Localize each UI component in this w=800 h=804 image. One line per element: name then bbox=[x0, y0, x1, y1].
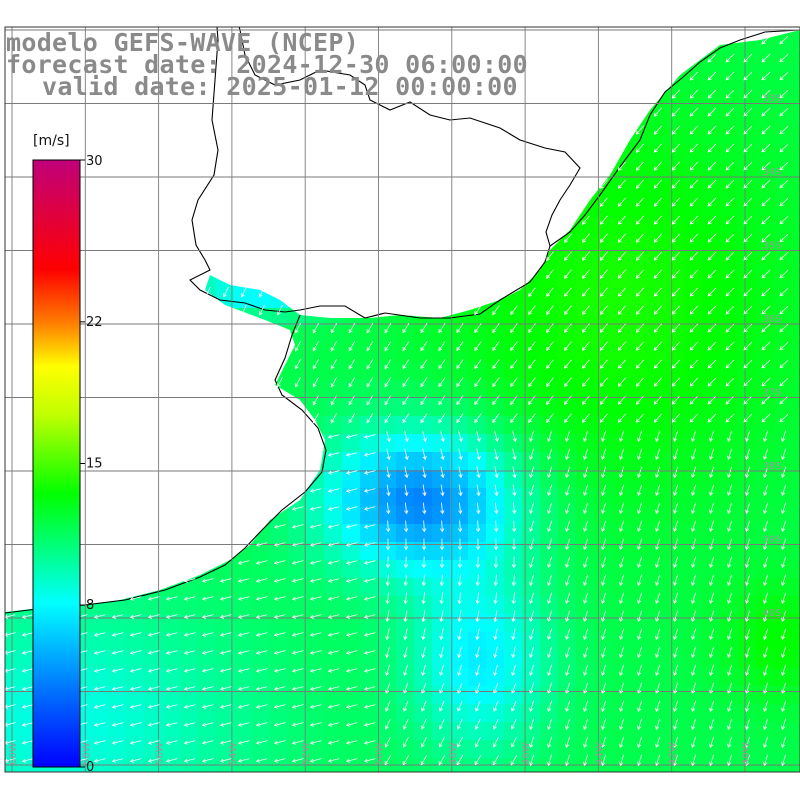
lon-label: 44W bbox=[594, 742, 605, 765]
colorbar-tick-label: 0 bbox=[86, 760, 94, 775]
lon-label: 52W bbox=[301, 742, 312, 765]
colorbar-tick-label: 30 bbox=[86, 154, 103, 169]
colorbar-tick-label: 15 bbox=[86, 457, 103, 472]
lon-label: 56W bbox=[155, 742, 166, 765]
lon-label: 60W bbox=[8, 742, 19, 765]
lat-label: 37S bbox=[762, 388, 781, 399]
colorbar-unit-label: [m/s] bbox=[33, 133, 70, 149]
lon-label: 50W bbox=[375, 742, 386, 765]
lon-label: 54W bbox=[228, 742, 239, 765]
lat-label: 33S bbox=[762, 94, 781, 105]
lat-label: 38S bbox=[762, 461, 781, 472]
lon-label: 48W bbox=[448, 742, 459, 765]
lat-label: 34S bbox=[762, 167, 781, 178]
lon-label: 40W bbox=[741, 742, 752, 765]
lat-label: 35S bbox=[762, 241, 781, 252]
colorbar-tick-label: 8 bbox=[86, 598, 94, 613]
colorbar-tick-label: 22 bbox=[86, 315, 103, 330]
lat-label: 36S bbox=[762, 314, 781, 325]
lon-label: 42W bbox=[668, 742, 679, 765]
lon-label: 46W bbox=[521, 742, 532, 765]
title-valid-date: valid date: 2025-01-12 00:00:00 bbox=[42, 72, 518, 101]
colorbar-gradient bbox=[33, 160, 80, 767]
lat-label: 39S bbox=[762, 535, 781, 546]
lat-label: 40S bbox=[762, 608, 781, 619]
